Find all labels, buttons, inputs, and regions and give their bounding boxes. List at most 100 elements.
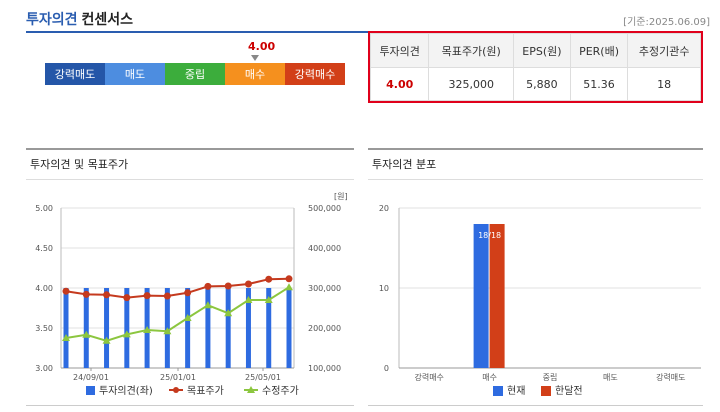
summary-value-cell: 4.00 bbox=[369, 67, 430, 101]
title-opinion: 투자의견 bbox=[26, 12, 78, 28]
y-tick-label: 10 bbox=[379, 284, 389, 293]
target-price-point bbox=[244, 280, 252, 288]
legend-label: 목표주가 bbox=[187, 385, 224, 397]
y-right-tick-label: 100,000 bbox=[308, 364, 341, 373]
panel-title: 투자의견 및 목표주가 bbox=[26, 150, 354, 180]
opinion-marker-icon bbox=[251, 55, 259, 61]
page-title: 투자의견 컨센서스 bbox=[26, 9, 133, 29]
opinion-marker-value: 4.00 bbox=[248, 40, 276, 53]
x-tick-label: 24/09/01 bbox=[73, 373, 109, 382]
target-price-point bbox=[82, 290, 90, 298]
opinion-scale: 강력매도 매도 중립 매수 강력매수 bbox=[45, 63, 345, 85]
y-tick-label: 20 bbox=[379, 204, 389, 213]
summary-value-cell: 5,880 bbox=[513, 67, 571, 101]
x-tick-label: 25/01/01 bbox=[160, 373, 196, 382]
revised-price-line bbox=[65, 286, 290, 342]
scale-segment: 매수 bbox=[225, 63, 285, 85]
opinion-bar bbox=[104, 288, 110, 368]
legend-swatch-opinion bbox=[86, 386, 95, 395]
target-price-point bbox=[62, 287, 70, 295]
base-date: [기준:2025.06.09] bbox=[623, 17, 710, 28]
y-right-tick-label: 500,000 bbox=[308, 204, 341, 213]
revised-price-point bbox=[224, 309, 233, 317]
revised-price-point bbox=[122, 330, 131, 338]
revised-price-point bbox=[244, 296, 253, 303]
target-price-point bbox=[184, 289, 192, 297]
x-tick-label: 25/05/01 bbox=[245, 373, 281, 382]
opinion-target-price-panel: 투자의견 및 목표주가 5.00 4.50 4.00 3.50 3.00 500,000 4… bbox=[26, 148, 354, 406]
summary-value-row: 4.00 325,000 5,880 51.36 18 bbox=[369, 67, 701, 101]
y-left-tick-label: 3.50 bbox=[35, 324, 53, 333]
target-price-point bbox=[143, 292, 151, 300]
consensus-summary-table: 투자의견 목표주가(원) EPS(원) PER(배) 추정기관수 4.00 325,000… bbox=[368, 31, 703, 103]
panel-title: 투자의견 분포 bbox=[368, 150, 703, 180]
target-price-point bbox=[204, 282, 212, 290]
summary-value-cell: 325,000 bbox=[428, 67, 515, 101]
revised-price-point bbox=[102, 336, 111, 344]
target-price-point bbox=[163, 292, 171, 300]
target-price-point bbox=[224, 282, 232, 290]
bar-data-label: 18/18 bbox=[478, 231, 501, 240]
x-tick-label: 매수 bbox=[482, 373, 497, 382]
summary-header-cell: 투자의견 bbox=[369, 33, 430, 68]
distribution-bar bbox=[473, 224, 489, 368]
opinion-bar bbox=[245, 288, 251, 368]
revised-price-point bbox=[264, 296, 273, 303]
target-price-point bbox=[123, 294, 131, 302]
y-right-tick-label: 200,000 bbox=[308, 324, 341, 333]
scale-segment: 강력매도 bbox=[45, 63, 105, 85]
header-rule bbox=[26, 31, 371, 33]
revised-price-point bbox=[163, 327, 172, 335]
legend-swatch-month-ago bbox=[541, 386, 551, 396]
x-tick-label: 매도 bbox=[603, 373, 618, 382]
opinion-bar bbox=[185, 288, 191, 368]
y-left-tick-label: 5.00 bbox=[35, 204, 53, 213]
target-price-point bbox=[285, 275, 293, 283]
scale-segment: 강력매수 bbox=[285, 63, 345, 85]
opinion-bar bbox=[83, 288, 89, 368]
distribution-bar bbox=[489, 224, 505, 368]
x-tick-label: 강력매도 bbox=[656, 372, 685, 382]
legend-label: 투자의견(좌) bbox=[99, 385, 153, 397]
y-right-tick-label: 300,000 bbox=[308, 284, 341, 293]
target-price-point bbox=[103, 291, 111, 299]
scale-segment: 매도 bbox=[105, 63, 165, 85]
y-left-tick-label: 3.00 bbox=[35, 364, 53, 373]
revised-price-point bbox=[82, 330, 91, 338]
scale-segment: 중립 bbox=[165, 63, 225, 85]
revised-price-point bbox=[203, 301, 212, 309]
y-right-tick-label: 400,000 bbox=[308, 244, 341, 253]
summary-value-cell: 18 bbox=[627, 67, 701, 101]
legend-label: 현재 bbox=[507, 385, 525, 397]
opinion-bar bbox=[225, 288, 231, 368]
revised-price-point bbox=[62, 334, 70, 341]
opinion-target-chart: 5.00 4.50 4.00 3.50 3.00 500,000 400,000 300,00… bbox=[35, 192, 347, 397]
legend-swatch-current bbox=[493, 386, 503, 396]
revised-price-point bbox=[183, 314, 192, 321]
y-left-tick-label: 4.50 bbox=[35, 244, 53, 253]
legend-swatch-target-dot bbox=[173, 387, 179, 393]
opinion-bar bbox=[63, 288, 69, 368]
summary-header-cell: PER(배) bbox=[569, 33, 629, 68]
x-tick-label: 중립 bbox=[543, 373, 558, 382]
x-tick-label: 강력매수 bbox=[414, 372, 443, 382]
opinion-bar bbox=[124, 288, 130, 368]
y-left-tick-label: 4.00 bbox=[35, 284, 53, 293]
legend-label: 수정주가 bbox=[262, 385, 299, 397]
revised-price-point bbox=[285, 283, 293, 291]
target-price-point bbox=[265, 275, 273, 283]
revised-price-point bbox=[143, 326, 152, 333]
y-tick-label: 0 bbox=[384, 364, 389, 373]
opinion-bar bbox=[266, 288, 272, 368]
summary-header-cell: 목표주가(원) bbox=[428, 33, 515, 68]
summary-header-cell: EPS(원) bbox=[513, 33, 571, 68]
legend-swatch-revised-marker bbox=[247, 386, 255, 393]
summary-header-row: 투자의견 목표주가(원) EPS(원) PER(배) 추정기관수 bbox=[369, 33, 701, 68]
summary-header-cell: 추정기관수 bbox=[627, 33, 701, 68]
opinion-bar bbox=[205, 288, 211, 368]
title-consensus: 컨센서스 bbox=[81, 12, 134, 28]
opinion-bar bbox=[286, 288, 292, 368]
legend-label: 한달전 bbox=[555, 385, 583, 397]
